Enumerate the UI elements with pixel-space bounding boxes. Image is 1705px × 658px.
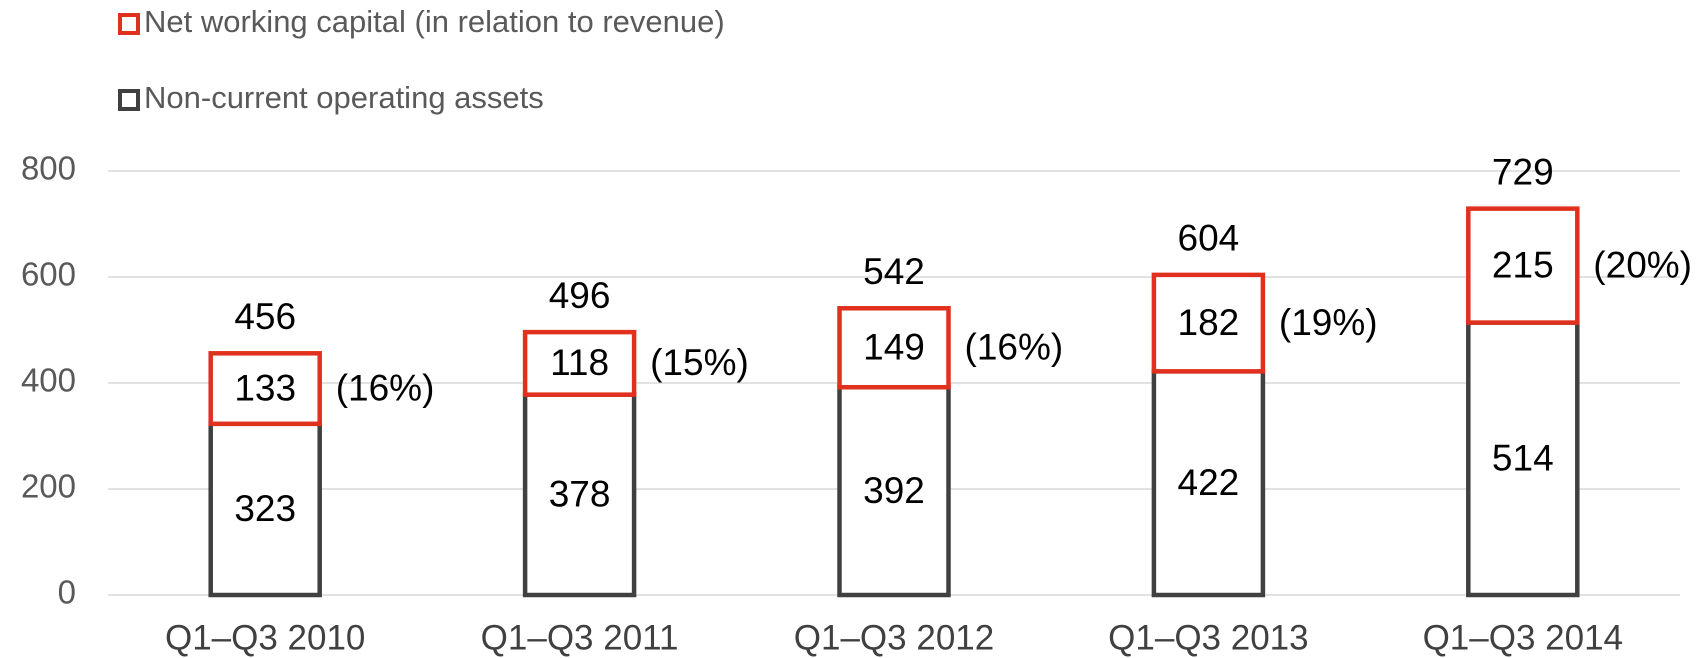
value-label: 323 [234,488,296,529]
legend-swatch [118,13,140,35]
value-label: 378 [549,474,611,515]
ratio-label: (19%) [1279,302,1378,343]
value-label: 422 [1178,462,1240,503]
x-tick-label: Q1–Q3 2013 [1108,618,1308,657]
x-tick-label: Q1–Q3 2012 [794,618,994,657]
bar-segment [208,421,322,598]
value-label: 514 [1492,438,1554,479]
legend-label: Non-current operating assets [144,80,544,115]
bar-segment [837,306,951,390]
total-label: 456 [234,296,296,337]
total-label: 604 [1178,218,1240,259]
y-tick-label: 0 [58,574,76,611]
y-tick-label: 400 [21,362,76,399]
bar-segment [1466,320,1580,598]
value-label: 392 [863,470,925,511]
y-tick-label: 600 [21,256,76,293]
ratio-label: (20%) [1593,244,1692,285]
total-label: 729 [1492,151,1554,192]
value-label: 133 [234,367,296,408]
y-tick-label: 200 [21,468,76,505]
x-tick-label: Q1–Q3 2011 [481,618,679,657]
value-label: 182 [1178,302,1240,343]
legend-label: Net working capital (in relation to reve… [144,4,725,39]
ratio-label: (16%) [336,367,435,408]
bar-segment [208,351,322,427]
value-label: 215 [1492,244,1554,285]
value-label: 118 [550,342,609,383]
value-label: 149 [863,327,925,368]
ratio-label: (16%) [965,327,1064,368]
bar-segment [1151,272,1266,374]
total-label: 542 [863,251,925,292]
x-tick-label: Q1–Q3 2010 [165,618,365,657]
x-tick-label: Q1–Q3 2014 [1423,618,1623,657]
ratio-label: (15%) [650,342,749,383]
y-tick-label: 800 [21,150,76,187]
legend-swatch [118,89,140,111]
bar-segment [522,329,637,397]
bar-segment [1466,206,1580,325]
total-label: 496 [549,275,611,316]
